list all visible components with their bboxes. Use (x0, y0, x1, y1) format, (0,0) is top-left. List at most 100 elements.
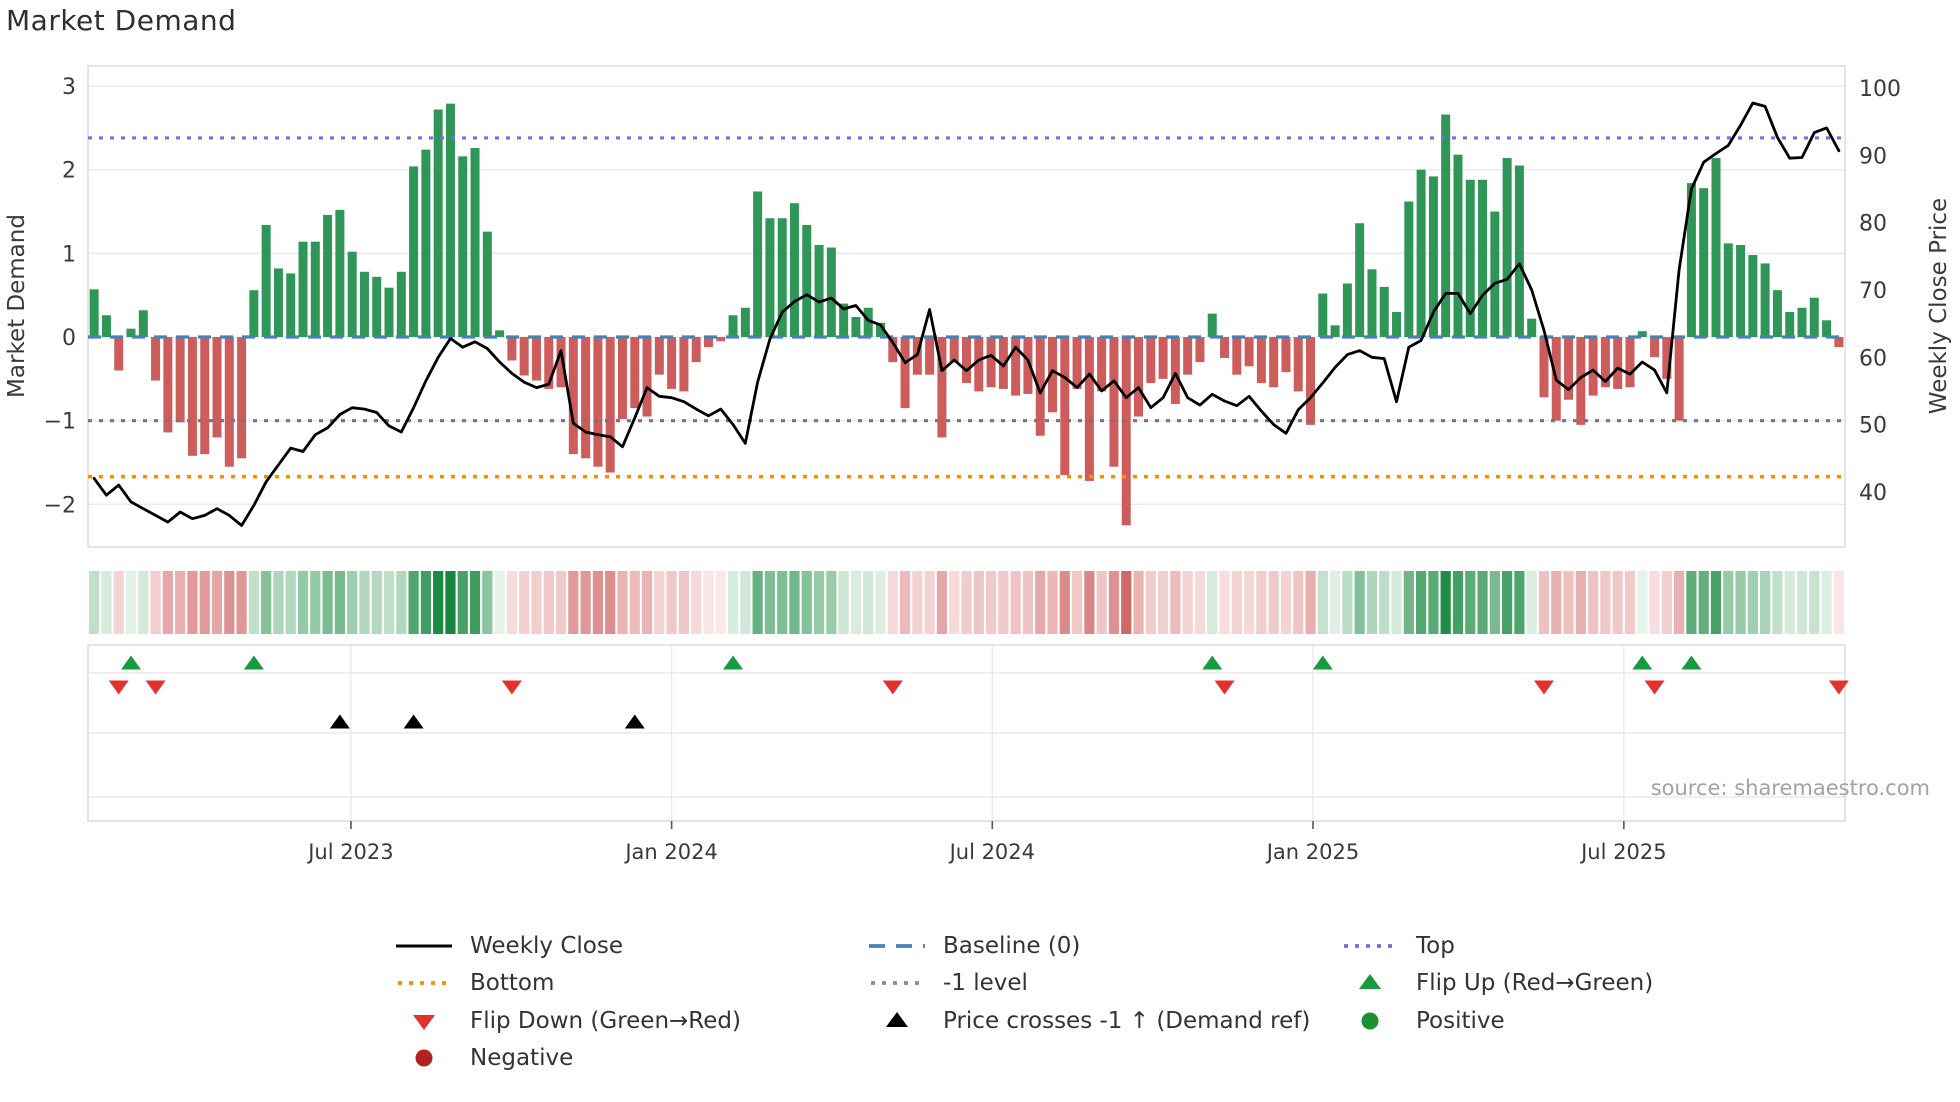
heatmap-cell (1391, 571, 1402, 634)
heatmap-cell (863, 571, 874, 634)
demand-bar (1539, 337, 1549, 398)
heatmap-cell (654, 571, 665, 634)
heatmap-cell (629, 571, 640, 634)
heatmap-cell (125, 571, 137, 634)
flip-up-marker (243, 655, 264, 670)
demand-bar (1220, 337, 1230, 358)
demand-bar (875, 322, 885, 338)
demand-bar (101, 315, 111, 338)
heatmap-cell (703, 571, 714, 634)
flip-down-marker (1828, 680, 1849, 695)
demand-bar (1121, 337, 1131, 526)
y-left-tick: 1 (62, 242, 76, 267)
heatmap-cell (1502, 571, 1513, 634)
demand-bar (986, 337, 996, 388)
heatmap-cell (826, 571, 837, 634)
heatmap-cell (347, 571, 358, 634)
heatmap-cell (408, 571, 419, 634)
heatmap-cell (752, 571, 763, 634)
heatmap-cell (1649, 571, 1660, 634)
demand-bar (1060, 337, 1070, 476)
demand-bar (224, 337, 234, 467)
demand-bar (667, 337, 677, 389)
heatmap-cell (1121, 571, 1132, 634)
heatmap-cell (297, 571, 309, 634)
demand-bar (949, 337, 959, 363)
y-right-tick: 80 (1859, 212, 1887, 237)
demand-bar (1453, 154, 1463, 338)
demand-bar (1441, 114, 1451, 338)
legend-item: Price crosses -1 ↑ (Demand ref) (865, 1002, 1310, 1040)
heatmap-cell (1612, 571, 1623, 634)
demand-bar (114, 337, 124, 371)
heatmap-cell (1219, 571, 1230, 634)
y-left-tick: 2 (62, 159, 76, 184)
flip-down-marker (1533, 680, 1554, 695)
heatmap-cell (555, 571, 567, 634)
legend-item: Weekly Close (392, 927, 741, 965)
flip-up-marker (1681, 655, 1702, 670)
heatmap-cell (371, 571, 382, 634)
legend-item-label: Price crosses -1 ↑ (Demand ref) (943, 1007, 1311, 1034)
legend-item: Baseline (0) (865, 927, 1310, 965)
demand-bar (1625, 337, 1635, 388)
y-right-axis-label: Weekly Close Price (1926, 198, 1952, 414)
flip-down-marker (1214, 680, 1235, 695)
heatmap-cell (1317, 571, 1328, 634)
heatmap-cell (101, 571, 112, 634)
demand-bar (1514, 165, 1524, 338)
heatmap-cell (1600, 571, 1611, 634)
demand-bar (1355, 223, 1365, 338)
demand-bar (1256, 337, 1266, 384)
heatmap-cell (961, 571, 972, 634)
heatmap-cell (1366, 571, 1378, 634)
heatmap-cell (1145, 571, 1156, 634)
heatmap-cell (1710, 571, 1722, 634)
demand-bar (1158, 337, 1168, 379)
heatmap-cell (1686, 571, 1697, 634)
demand-bar (605, 337, 615, 473)
heatmap-cell (1293, 571, 1304, 634)
demand-bars (89, 103, 1844, 526)
heatmap-cell (310, 571, 321, 634)
demand-bar (347, 251, 357, 338)
dotted-swatch-icon (871, 981, 923, 986)
heatmap-cell (1489, 571, 1500, 634)
price-cross-marker (403, 714, 424, 729)
heatmap-cell (1059, 571, 1070, 634)
demand-bar (1404, 201, 1414, 338)
heatmap-cell (273, 571, 284, 634)
heatmap-cell (199, 571, 210, 634)
legend-item: Negative (392, 1040, 741, 1078)
heatmap-cell (617, 571, 628, 634)
heatmap-cell (1084, 571, 1095, 634)
heatmap-cell (531, 571, 542, 634)
legend-item-label: Bottom (470, 970, 555, 997)
demand-bar (962, 337, 971, 384)
demand-bar (581, 337, 591, 459)
heatmap-cell (285, 571, 296, 634)
demand-bar (519, 337, 529, 376)
demand-bar (839, 303, 849, 338)
demand-bar (495, 330, 505, 338)
heatmap-cell (691, 571, 702, 634)
demand-bar (753, 191, 763, 338)
dashed-swatch-icon (869, 943, 925, 948)
demand-bar (888, 337, 898, 363)
demand-bar (1490, 211, 1500, 338)
legend-column: Weekly Close Bottom Flip Down (Green→Red) N… (392, 927, 741, 1077)
demand-bar (1342, 283, 1352, 338)
heatmap-cell (813, 571, 825, 634)
heatmap-cell (1452, 571, 1464, 634)
heatmap-cell (1514, 571, 1525, 634)
demand-bar (384, 287, 394, 338)
x-tick-label: Jul 2024 (948, 840, 1035, 864)
heatmap-cell (383, 571, 395, 634)
heatmap-cell (727, 571, 739, 634)
demand-bar (1293, 337, 1303, 392)
market-demand-chart: 3 2 1 0 −1 −2 100 90 80 70 60 50 40 Jul 2023 Jan 2024 J… (4, 65, 1952, 864)
x-tick-label: Jul 2023 (306, 840, 393, 864)
demand-bar (470, 147, 480, 338)
heatmap-cell (1108, 571, 1120, 634)
heatmap-cell (924, 571, 935, 634)
